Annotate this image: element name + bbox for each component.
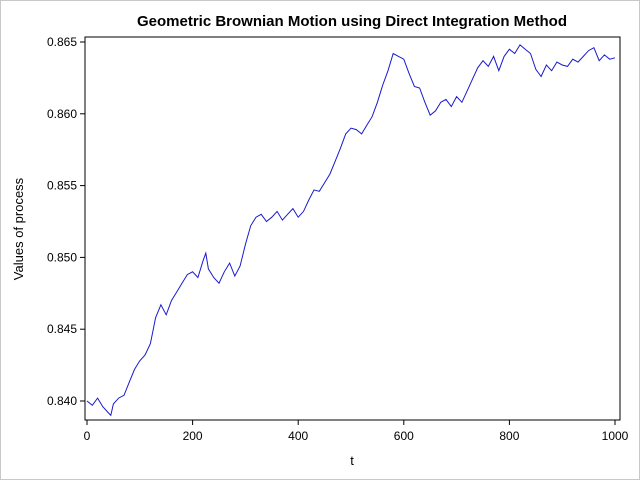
series-line — [86, 44, 616, 417]
x-tick-label: 800 — [499, 429, 519, 443]
plot-area — [84, 36, 621, 421]
chart-title: Geometric Brownian Motion using Direct I… — [137, 13, 567, 30]
y-tick-label: 0.865 — [47, 35, 77, 49]
axis-ticks: 0 200 400 600 800 1000 0.840 0.845 0.850 0.855 0.8… — [47, 35, 629, 443]
y-tick-label: 0.860 — [47, 107, 77, 121]
x-tick-label: 0 — [84, 429, 91, 443]
y-tick-label: 0.855 — [47, 179, 77, 193]
y-tick-label: 0.845 — [47, 322, 77, 336]
y-tick-label: 0.850 — [47, 250, 77, 264]
x-tick-label: 400 — [288, 429, 308, 443]
y-axis-label: Values of process — [11, 177, 26, 280]
x-tick-label: 200 — [183, 429, 203, 443]
y-tick-label: 0.840 — [47, 394, 77, 408]
x-axis-label: t — [350, 453, 354, 468]
x-tick-label: 1000 — [602, 429, 629, 443]
x-tick-label: 600 — [394, 429, 414, 443]
